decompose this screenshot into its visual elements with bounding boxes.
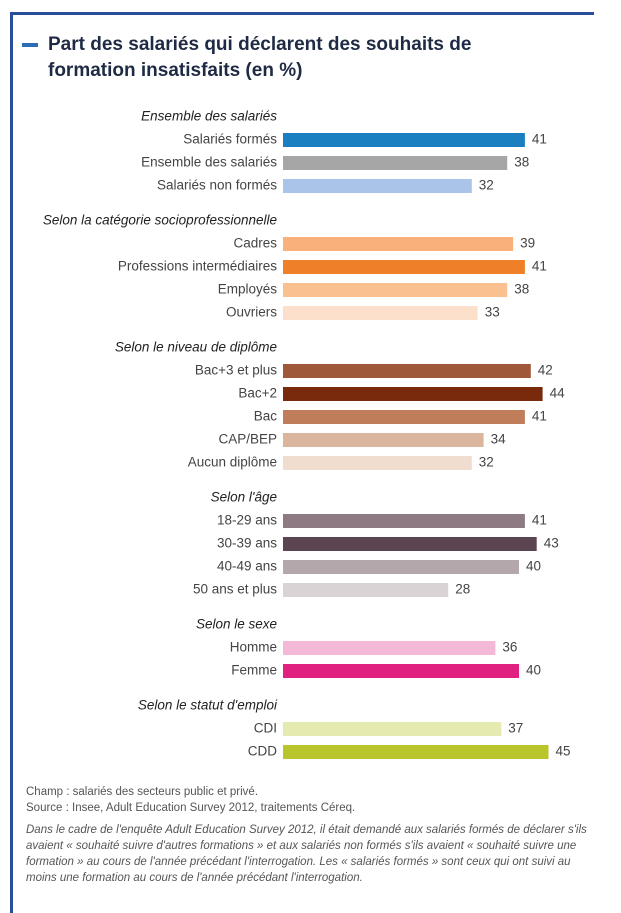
category-label: 50 ans et plus — [193, 582, 277, 597]
category-label: Bac+2 — [238, 386, 277, 401]
value-label: 44 — [550, 386, 566, 401]
bar — [283, 641, 496, 655]
category-label: Bac+3 et plus — [195, 363, 277, 378]
value-label: 40 — [526, 663, 541, 678]
value-label: 37 — [508, 721, 523, 736]
bar — [283, 514, 525, 528]
category-label: Professions intermédiaires — [118, 259, 277, 274]
note: Champ : salariés des secteurs public et … — [26, 786, 259, 798]
category-label: 30-39 ans — [217, 536, 277, 551]
category-label: Salariés formés — [183, 132, 277, 147]
bar — [283, 410, 525, 424]
category-label: CDI — [254, 721, 277, 736]
category-label: Homme — [230, 640, 277, 655]
group-header: Selon le sexe — [196, 617, 277, 632]
bar — [283, 456, 472, 470]
category-label: Ensemble des salariés — [141, 155, 277, 170]
category-label: Aucun diplôme — [188, 455, 277, 470]
bar — [283, 433, 484, 447]
bar — [283, 664, 519, 678]
category-label: CDD — [248, 744, 277, 759]
value-label: 38 — [514, 282, 529, 297]
group-header: Ensemble des salariés — [141, 109, 277, 124]
value-label: 43 — [544, 536, 559, 551]
value-label: 32 — [479, 178, 494, 193]
value-label: 38 — [514, 155, 529, 170]
bar — [283, 156, 508, 170]
bar — [283, 364, 531, 378]
bar — [283, 745, 549, 759]
bar — [283, 179, 472, 193]
group-header: Selon la catégorie socioprofessionnelle — [43, 213, 277, 228]
comment: Dans le cadre de l'enquête Adult Educati… — [26, 824, 587, 884]
value-label: 28 — [455, 582, 470, 597]
bar — [283, 283, 508, 297]
bar — [283, 583, 449, 597]
value-label: 41 — [532, 513, 547, 528]
left-border — [10, 12, 13, 913]
category-label: 40-49 ans — [217, 559, 277, 574]
value-label: 33 — [485, 305, 500, 320]
category-label: CAP/BEP — [218, 432, 277, 447]
category-label: Employés — [218, 282, 278, 297]
value-label: 41 — [532, 132, 547, 147]
title-dash — [22, 43, 38, 47]
top-border — [10, 12, 594, 15]
bar — [283, 260, 525, 274]
bar — [283, 722, 502, 736]
bar — [283, 237, 514, 251]
value-label: 42 — [538, 363, 553, 378]
value-label: 32 — [479, 455, 494, 470]
value-label: 34 — [491, 432, 507, 447]
category-label: Bac — [254, 409, 278, 424]
value-label: 36 — [502, 640, 517, 655]
bar — [283, 560, 519, 574]
group-header: Selon l'âge — [211, 490, 277, 505]
category-label: Cadres — [233, 236, 277, 251]
category-label: 18-29 ans — [217, 513, 277, 528]
value-label: 40 — [526, 559, 541, 574]
category-label: Salariés non formés — [157, 178, 277, 193]
category-label: Ouvriers — [226, 305, 277, 320]
group-header: Selon le statut d'emploi — [138, 698, 278, 713]
chart-title: Part des salariés qui déclarent des souh… — [48, 34, 472, 81]
value-label: 45 — [556, 744, 571, 759]
bar — [283, 387, 543, 401]
bar — [283, 133, 525, 147]
bar — [283, 537, 537, 551]
value-label: 41 — [532, 409, 547, 424]
bar — [283, 306, 478, 320]
category-label: Femme — [231, 663, 277, 678]
note: Source : Insee, Adult Education Survey 2… — [26, 802, 356, 814]
value-label: 39 — [520, 236, 535, 251]
value-label: 41 — [532, 259, 547, 274]
group-header: Selon le niveau de diplôme — [115, 340, 277, 355]
